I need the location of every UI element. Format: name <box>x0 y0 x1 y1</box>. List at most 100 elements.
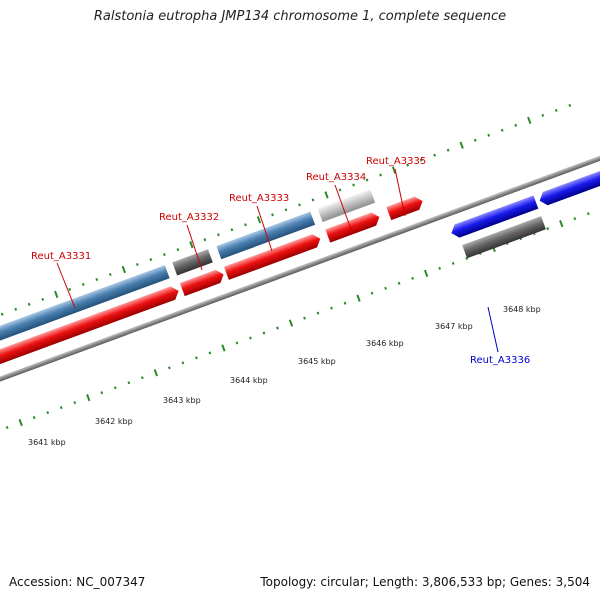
gene-label-Reut_A3331[interactable]: Reut_A3331 <box>31 251 91 262</box>
minor-tick <box>406 163 409 167</box>
minor-tick <box>330 306 333 310</box>
minor-tick <box>303 316 306 320</box>
major-tick <box>189 241 194 249</box>
tick-row-top <box>0 103 572 316</box>
minor-tick <box>59 406 63 410</box>
minor-tick <box>411 276 414 280</box>
minor-tick <box>379 173 382 177</box>
minor-tick <box>81 282 85 286</box>
scale-label: 3642 kbp <box>95 417 133 426</box>
minor-tick <box>541 113 545 117</box>
minor-tick <box>568 103 572 107</box>
minor-tick <box>176 248 180 252</box>
major-tick <box>559 220 564 228</box>
minor-tick <box>230 228 234 232</box>
map-title: Ralstonia eutropha JMP134 chromosome 1, … <box>93 9 507 24</box>
minor-tick <box>113 386 117 390</box>
minor-tick <box>573 217 577 221</box>
minor-tick <box>365 178 369 182</box>
gene-label-Reut_A3333[interactable]: Reut_A3333 <box>229 193 289 204</box>
gene-bar-Reut_A3332[interactable] <box>172 249 213 276</box>
minor-tick <box>586 212 590 216</box>
scale-label: 3647 kbp <box>435 322 473 331</box>
major-tick <box>256 216 262 224</box>
minor-tick <box>32 416 36 420</box>
major-tick <box>121 265 126 274</box>
gene-label-Reut_A3336[interactable]: Reut_A3336 <box>470 355 530 366</box>
minor-tick <box>284 208 288 212</box>
scale-label: 3641 kbp <box>28 438 66 447</box>
major-tick <box>221 344 226 352</box>
cds-arrow-Reut_A3332[interactable] <box>179 268 226 297</box>
minor-tick <box>338 188 342 192</box>
gene-bar-Reut_A3334[interactable] <box>317 189 376 222</box>
minor-tick <box>27 302 31 306</box>
major-tick <box>324 191 329 199</box>
topology-summary: Topology: circular; Length: 3,806,533 bp… <box>260 575 590 589</box>
minor-tick <box>554 108 558 112</box>
minor-tick <box>446 148 450 152</box>
minor-tick <box>546 227 550 231</box>
major-tick <box>423 269 429 277</box>
gene-track-forward <box>0 189 376 353</box>
minor-tick <box>203 238 207 242</box>
major-tick <box>527 116 532 124</box>
cds-arrow-Reut_A3331[interactable] <box>0 284 181 373</box>
minor-tick <box>46 411 50 415</box>
minor-tick <box>217 233 220 237</box>
minor-tick <box>271 213 274 217</box>
gene-labels: Reut_A3331 Reut_A3332 Reut_A3333 Reut_A3… <box>31 156 530 366</box>
gene-bar-Reut_A3336[interactable] <box>462 216 546 259</box>
cds-track-forward <box>0 195 425 373</box>
major-tick <box>153 369 158 377</box>
major-tick <box>54 290 59 299</box>
minor-tick <box>181 361 185 365</box>
gene-bar-Reut_A3331[interactable] <box>0 265 170 353</box>
minor-tick <box>140 376 144 380</box>
scale-label: 3644 kbp <box>230 376 268 385</box>
gene-label-Reut_A3332[interactable]: Reut_A3332 <box>159 212 219 223</box>
major-tick <box>356 294 361 302</box>
scale-label: 3643 kbp <box>163 396 201 405</box>
cds-arrow-next[interactable] <box>537 155 600 207</box>
minor-tick <box>433 153 437 157</box>
minor-tick <box>244 223 247 227</box>
cds-arrow-Reut_A3336[interactable] <box>449 195 539 240</box>
minor-tick <box>473 138 477 142</box>
gene-label-Reut_A3335[interactable]: Reut_A3335 <box>366 156 426 167</box>
minor-tick <box>135 263 139 267</box>
minor-tick <box>384 286 387 290</box>
cds-arrow-Reut_A3334[interactable] <box>325 210 381 243</box>
cds-arrow-Reut_A3335[interactable] <box>386 195 425 221</box>
minor-tick <box>73 401 77 405</box>
callout-line <box>394 168 406 217</box>
gene-track-reverse <box>462 216 546 259</box>
scale-label: 3645 kbp <box>298 357 336 366</box>
minor-tick <box>162 253 166 257</box>
minor-tick <box>208 351 212 355</box>
gene-bar-Reut_A3333[interactable] <box>216 211 316 260</box>
minor-tick <box>451 261 455 265</box>
scale-labels: 3641 kbp 3642 kbp 3643 kbp 3644 kbp 3645… <box>28 305 541 447</box>
minor-tick <box>352 183 355 187</box>
minor-tick <box>311 198 315 202</box>
minor-tick <box>0 312 4 316</box>
minor-tick <box>127 381 131 385</box>
scale-label: 3646 kbp <box>366 339 404 348</box>
scale-label: 3648 kbp <box>503 305 541 314</box>
major-tick <box>18 418 23 427</box>
minor-tick <box>100 391 104 395</box>
chromosome-backbone <box>0 142 600 388</box>
minor-tick <box>397 281 401 285</box>
minor-tick <box>249 336 252 340</box>
major-tick <box>86 394 91 402</box>
cds-arrow-Reut_A3333[interactable] <box>224 232 323 280</box>
major-tick <box>288 319 294 327</box>
gene-label-Reut_A3334[interactable]: Reut_A3334 <box>306 172 366 183</box>
minor-tick <box>370 291 374 295</box>
callout-line <box>334 184 353 233</box>
callout-line <box>487 306 499 353</box>
minor-tick <box>14 307 18 311</box>
minor-tick <box>343 301 347 305</box>
